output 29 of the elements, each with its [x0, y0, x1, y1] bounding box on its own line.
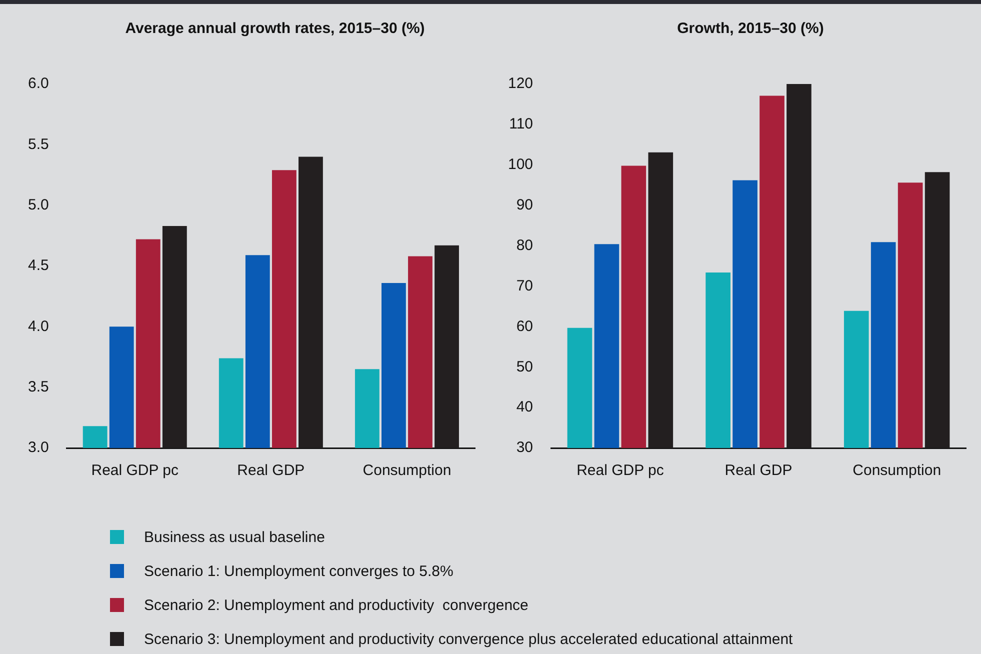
legend-label: Scenario 3: Unemployment and productivity convergence plus accelerated educational attainment — [144, 630, 793, 648]
y-tick-label: 120 — [508, 75, 534, 92]
y-tick-label: 4.0 — [28, 318, 49, 335]
y-tick-label: 5.5 — [28, 136, 49, 153]
y-tick-label: 3.5 — [28, 378, 49, 396]
y-tick-label: 70 — [516, 277, 534, 294]
y-tick-label: 100 — [508, 156, 534, 174]
y-tick-label: 80 — [516, 236, 534, 254]
y-tick-label: 5.0 — [28, 196, 49, 214]
legend-label: Scenario 2: Unemployment and productivity convergence — [144, 596, 528, 614]
y-tick-label: 110 — [509, 116, 534, 133]
chart-title: Average annual growth rates, 2015–30 (%) — [124, 19, 426, 39]
y-tick-label: 40 — [516, 398, 534, 416]
x-tick-label: Consumption — [362, 462, 452, 480]
x-tick-label: Real GDP — [724, 462, 792, 480]
y-tick-label: 50 — [516, 358, 534, 376]
y-tick-label: 3.0 — [28, 439, 49, 456]
y-tick-label: 30 — [516, 439, 534, 456]
y-tick-label: 6.0 — [28, 75, 49, 92]
chart-title: Growth, 2015–30 (%) — [676, 19, 825, 39]
y-tick-label: 90 — [516, 196, 534, 214]
x-tick-label: Real GDP pc — [91, 462, 180, 480]
x-tick-label: Real GDP pc — [576, 462, 664, 480]
legend-label: Business as usual baseline — [144, 528, 325, 546]
y-tick-label: 4.5 — [28, 257, 49, 274]
y-tick-label: 60 — [516, 318, 534, 335]
x-tick-label: Consumption — [852, 462, 942, 480]
x-tick-label: Real GDP — [237, 462, 305, 480]
legend-label: Scenario 1: Unemployment converges to 5.8% — [144, 562, 454, 580]
